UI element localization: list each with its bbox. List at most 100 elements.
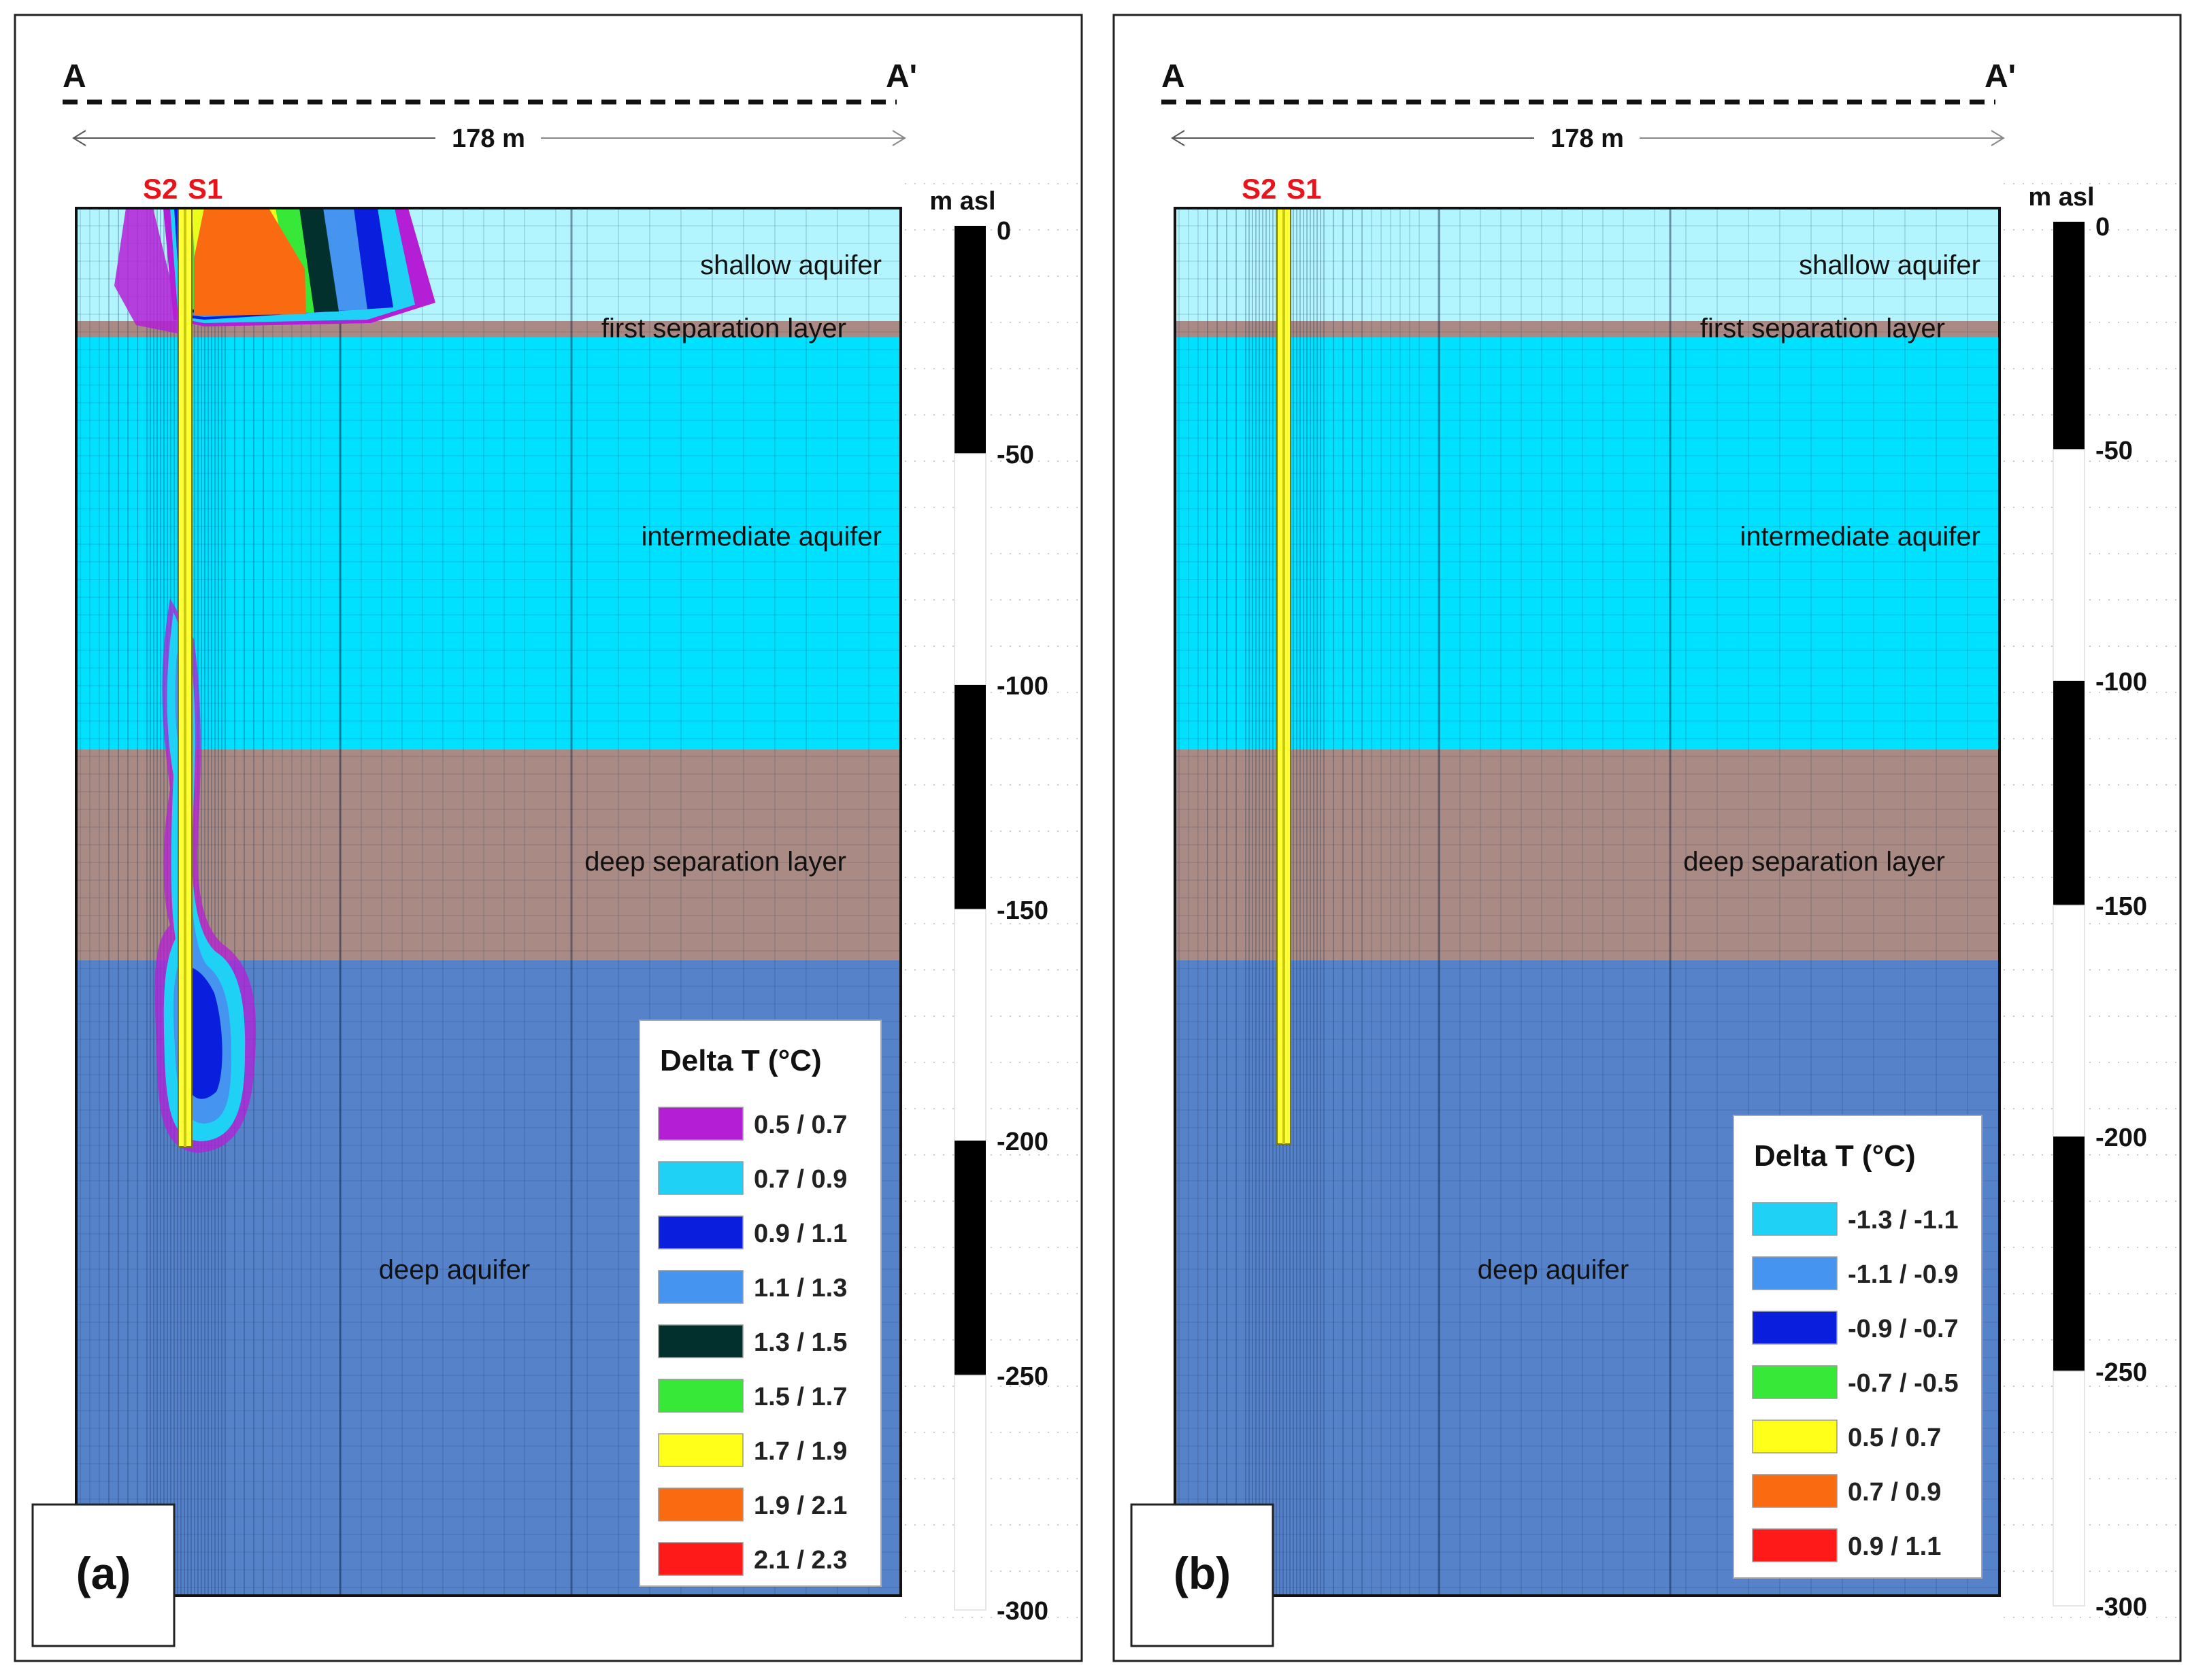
- legend-item-label: -0.9 / -0.7: [1848, 1315, 1959, 1343]
- scale-segment: [2053, 449, 2085, 682]
- legend-title: Delta T (°C): [660, 1044, 822, 1077]
- legend-swatch: [658, 1542, 744, 1576]
- scale-unit-label: m asl: [2028, 183, 2094, 212]
- legend-item-label: 0.9 / 1.1: [754, 1220, 847, 1248]
- scale-tick-label: -200: [997, 1128, 1048, 1156]
- label-deep-aquifer: deep aquifer: [379, 1255, 530, 1285]
- layer-deep-separation: [1175, 750, 2000, 960]
- scale-segment: [2053, 681, 2085, 905]
- label-shallow-aquifer: shallow aquifer: [700, 250, 882, 280]
- well-label-s1: S1: [188, 173, 222, 205]
- label-shallow-aquifer: shallow aquifer: [1799, 250, 1980, 280]
- legend-item-label: 0.7 / 0.9: [754, 1165, 847, 1194]
- layer-shallow-aquifer: [1175, 208, 2000, 321]
- arrow-head-left: [1171, 130, 1185, 146]
- scale-tick-label: -50: [997, 441, 1034, 469]
- panel-label-box: [31, 1503, 176, 1647]
- section-length-label: 178 m: [1550, 124, 1624, 153]
- legend-item-label: 2.1 / 2.3: [754, 1546, 847, 1575]
- legend-title: Delta T (°C): [1754, 1139, 1916, 1173]
- arrow-head-left: [72, 130, 86, 146]
- legend-item-label: 1.5 / 1.7: [754, 1383, 847, 1411]
- label-first-separation: first separation layer: [601, 314, 846, 343]
- scale-segment: [955, 1141, 986, 1375]
- legend-swatch: [1752, 1256, 1838, 1290]
- legend-item-label: -0.7 / -0.5: [1848, 1369, 1959, 1398]
- layer-first-separation: [1175, 321, 2000, 337]
- legend-item-label: 0.5 / 0.7: [1848, 1424, 1941, 1452]
- scale-tick-label: -150: [997, 896, 1048, 925]
- panel-label-box: [1130, 1503, 1274, 1647]
- legend-item-label: -1.3 / -1.1: [1848, 1206, 1959, 1234]
- scale-tick-label: -300: [997, 1597, 1048, 1626]
- well-s1: [184, 208, 186, 1147]
- scale-tick-label: -50: [2095, 437, 2133, 465]
- legend-swatch: [1752, 1202, 1838, 1236]
- section-end-label: A': [1985, 58, 2016, 95]
- plume-shallow-outer: [114, 208, 184, 335]
- legend-swatch: [658, 1107, 744, 1141]
- section-end-label: A': [886, 58, 917, 95]
- legend-swatch: [658, 1161, 744, 1195]
- label-intermediate-aquifer: intermediate aquifer: [641, 522, 882, 552]
- layer-intermediate-aquifer: [76, 337, 901, 750]
- legend-item-label: 0.9 / 1.1: [1848, 1532, 1941, 1561]
- legend-item-label: 1.9 / 2.1: [754, 1492, 847, 1520]
- scale-tick-label: -300: [2095, 1593, 2147, 1622]
- scale-tick-label: -150: [2095, 892, 2147, 921]
- scale-segment: [2053, 1371, 2085, 1607]
- scale-segment: [2053, 905, 2085, 1137]
- scale-unit-label: m asl: [929, 187, 995, 216]
- section-start-label: A: [63, 58, 86, 95]
- legend-swatch: [658, 1379, 744, 1413]
- scale-tick-label: 0: [2095, 213, 2110, 241]
- plume-shallow-7: [194, 208, 306, 316]
- label-deep-separation: deep separation layer: [1683, 847, 1945, 877]
- label-deep-aquifer: deep aquifer: [1478, 1255, 1629, 1285]
- legend-swatch: [1752, 1311, 1838, 1345]
- legend-box: [1733, 1115, 1982, 1579]
- legend-swatch: [658, 1270, 744, 1304]
- legend-swatch: [658, 1324, 744, 1358]
- scale-segment: [2053, 222, 2085, 450]
- legend-item-label: 1.1 / 1.3: [754, 1274, 847, 1303]
- scale-tick-label: 0: [997, 217, 1011, 246]
- scale-tick-label: -200: [2095, 1124, 2147, 1152]
- arrow-head-right: [1991, 130, 2005, 146]
- scale-segment: [955, 685, 986, 909]
- layer-deep-separation: [76, 750, 901, 960]
- panel-label: (b): [1174, 1548, 1231, 1598]
- label-first-separation: first separation layer: [1700, 314, 1945, 343]
- scale-tick-label: -100: [997, 672, 1048, 701]
- legend-swatch: [1752, 1419, 1838, 1454]
- legend-item-label: 0.7 / 0.9: [1848, 1478, 1941, 1507]
- label-deep-separation: deep separation layer: [584, 847, 846, 877]
- scale-tick-label: -250: [997, 1362, 1048, 1391]
- legend-item-label: 1.7 / 1.9: [754, 1437, 847, 1466]
- label-intermediate-aquifer: intermediate aquifer: [1740, 522, 1980, 552]
- arrow-head-right: [892, 130, 906, 146]
- scale-segment: [2053, 1137, 2085, 1371]
- panel-label: (a): [76, 1548, 131, 1598]
- well-s1: [1282, 208, 1285, 1144]
- well-label-s1: S1: [1287, 173, 1321, 205]
- scale-segment: [954, 909, 986, 1141]
- panel-a: A A' 178 m S2 S1 shallow aquifer first separat…: [14, 14, 1083, 1662]
- legend-swatch: [1752, 1474, 1838, 1508]
- model-box-border: [1174, 207, 2001, 1597]
- layer-intermediate-aquifer: [1175, 337, 2000, 750]
- legend-item-label: -1.1 / -0.9: [1848, 1260, 1959, 1289]
- scale-segment: [954, 1375, 986, 1611]
- legend: Delta T (°C) -1.3 / -1.1 -1.1 / -0.9 -0.9 /…: [1733, 1115, 1982, 1579]
- scale-segment: [955, 226, 986, 454]
- section-length-label: 178 m: [452, 124, 525, 153]
- model-box-border: [75, 207, 902, 1597]
- legend-swatch: [1752, 1528, 1838, 1562]
- scale-tick-label: -250: [2095, 1358, 2147, 1387]
- scale-segment: [954, 453, 986, 686]
- section-start-label: A: [1161, 58, 1185, 95]
- legend-swatch: [658, 1215, 744, 1249]
- legend-item-label: 0.5 / 0.7: [754, 1111, 847, 1139]
- well-label-s2: S2: [143, 173, 178, 205]
- legend-swatch: [1752, 1365, 1838, 1399]
